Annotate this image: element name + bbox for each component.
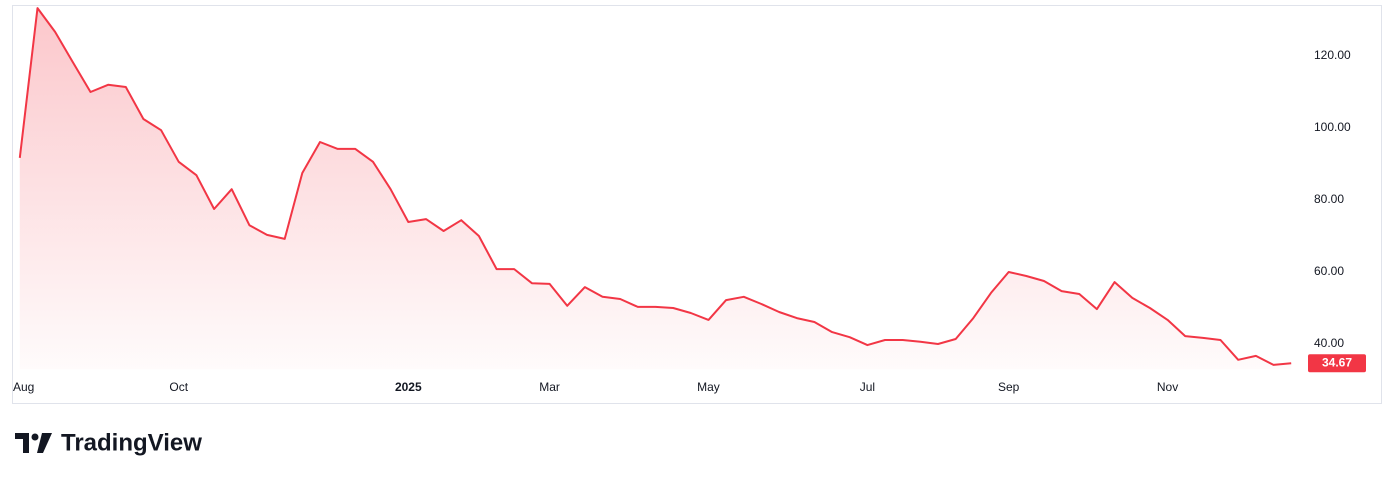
area-fill — [19, 8, 1292, 370]
last-value-box — [1308, 354, 1366, 373]
x-tick-label: Aug — [13, 380, 34, 394]
x-tick-label: May — [697, 380, 720, 394]
x-tick-label: Sep — [998, 380, 1020, 394]
x-tick-label: Oct — [169, 380, 188, 394]
logo-icon-slash — [37, 433, 52, 453]
y-tick-label: 120.00 — [1314, 48, 1351, 62]
x-tick-label: Nov — [1157, 380, 1178, 394]
logo: TradingView — [15, 429, 202, 456]
x-tick-label: 2025 — [395, 380, 422, 394]
price-line — [18, 7, 1292, 366]
logo-icon-dot — [31, 433, 39, 441]
last-value-label: 34.67 — [1322, 355, 1352, 369]
x-tick-label: Mar — [539, 380, 560, 394]
x-tick-label: Jul — [860, 380, 875, 394]
y-tick-label: 60.00 — [1314, 264, 1344, 278]
logo-icon — [15, 433, 29, 453]
y-tick-label: 100.00 — [1314, 120, 1351, 134]
chart-frame — [12, 5, 1382, 404]
y-tick-label: 80.00 — [1314, 192, 1344, 206]
y-tick-label: 40.00 — [1314, 336, 1344, 350]
logo-text: TradingView — [61, 429, 202, 456]
